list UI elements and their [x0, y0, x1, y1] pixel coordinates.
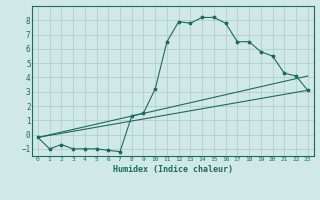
X-axis label: Humidex (Indice chaleur): Humidex (Indice chaleur): [113, 165, 233, 174]
